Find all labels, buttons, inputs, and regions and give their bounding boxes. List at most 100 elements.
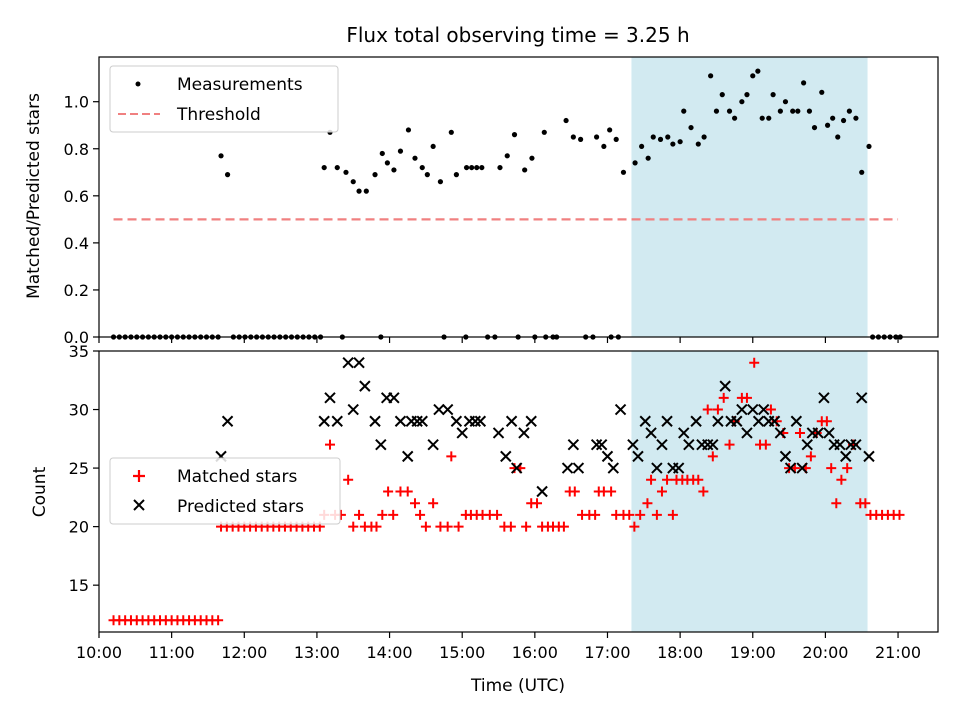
predicted-star-point (416, 415, 428, 427)
measurement-point (334, 164, 340, 171)
measurement-point (578, 136, 584, 142)
measurement-point (448, 129, 454, 135)
predicted-star-point (505, 415, 518, 427)
measurement-point (840, 117, 847, 124)
measurement-point (350, 179, 356, 185)
measurement-point (770, 92, 776, 98)
top-y-axis-label: Matched/Predicted stars (24, 93, 44, 299)
measurement-point (224, 172, 231, 178)
predicted-star-point (683, 438, 695, 451)
matched-star-point (656, 486, 667, 497)
matched-star-point (377, 509, 388, 520)
measurement-point (593, 134, 600, 140)
predicted-star-point (394, 415, 407, 427)
matched-star-point (558, 521, 569, 532)
measurement-point (218, 153, 224, 159)
y-tick-label: 35 (69, 342, 89, 361)
predicted-star-point (796, 462, 808, 474)
measurement-point (744, 92, 750, 98)
predicted-star-point (561, 462, 574, 474)
matched-star-point (724, 439, 735, 450)
predicted-star-point (331, 415, 343, 427)
legend-measurements-marker (135, 81, 141, 87)
matched-star-point (651, 509, 662, 520)
measurement-point (356, 188, 362, 194)
measurement-point (835, 134, 841, 140)
matched-star-point (894, 509, 905, 520)
predicted-star-point (752, 415, 765, 427)
measurement-point (563, 117, 569, 124)
measurement-point (708, 73, 714, 79)
measurement-point (479, 164, 485, 171)
measurement-point (372, 172, 378, 178)
legend-matched-label: Matched stars (177, 467, 297, 487)
measurement-point (511, 132, 518, 138)
bottom-axes-frame (98, 350, 939, 633)
matched-star-point (805, 451, 816, 462)
predicted-star-point (707, 438, 719, 451)
measurement-point (419, 164, 425, 171)
matched-star-point (505, 521, 516, 532)
predicted-star-point (411, 415, 423, 427)
measurement-point (677, 139, 683, 145)
measurement-point (570, 134, 576, 140)
predicted-star-point (590, 438, 603, 451)
x-tick-label: 15:00 (439, 643, 485, 662)
matched-star-point (383, 486, 394, 497)
predicted-star-point (690, 415, 702, 427)
predicted-star-point (456, 427, 468, 439)
predicted-star-point (834, 438, 846, 451)
predicted-star-point (601, 450, 614, 463)
matched-star-point (635, 509, 646, 520)
predicted-star-point (712, 415, 724, 427)
predicted-star-point (375, 438, 387, 451)
matched-star-point (324, 439, 335, 450)
matched-star-point (821, 416, 832, 427)
measurement-point (607, 127, 613, 133)
top-axes-frame (98, 56, 939, 338)
predicted-star-point (863, 450, 875, 463)
x-tick-label: 20:00 (802, 643, 848, 662)
predicted-star-point (359, 380, 371, 392)
bottom-legend-box (109, 457, 341, 525)
matched-star-point (741, 392, 752, 403)
measurement-point (650, 134, 656, 140)
top-y-ticks: 0.0 0.2 0.4 0.6 0.8 1.0 (64, 93, 99, 347)
matched-star-point (702, 404, 713, 415)
predicted-star-point (645, 427, 657, 439)
measurement-point (806, 108, 813, 114)
legend-predicted-marker (133, 499, 145, 511)
matched-star-point (646, 474, 657, 485)
matched-star-point (453, 521, 464, 532)
predicted-star-point (492, 427, 505, 439)
predicted-star-point (518, 427, 530, 439)
matched-star-point (442, 521, 453, 532)
x-tick-label: 14:00 (367, 643, 413, 662)
measurement-point (853, 115, 859, 121)
matched-star-point (532, 498, 543, 509)
matched-star-point (415, 509, 426, 520)
predicted-star-point (812, 427, 824, 439)
predicted-star-point (450, 415, 463, 427)
predicted-star-point (500, 450, 512, 463)
measurement-point (777, 108, 783, 114)
predicted-star-point (369, 415, 381, 427)
top-observing-window (631, 57, 868, 337)
predicted-star-point (388, 392, 400, 404)
predicted-star-point (614, 403, 627, 416)
bottom-y-ticks: 15 20 25 30 35 (69, 342, 99, 595)
measurement-point (504, 153, 510, 159)
predicted-star-point (639, 415, 651, 427)
predicted-star-point (702, 438, 714, 451)
y-tick-label: 0.8 (64, 140, 89, 159)
x-tick-label: 21:00 (875, 643, 921, 662)
matched-star-point (718, 392, 729, 403)
measurement-point (474, 164, 480, 171)
measurement-point (801, 80, 807, 86)
measurement-point (379, 150, 385, 157)
matched-star-point (388, 509, 399, 520)
measurement-point (713, 108, 720, 114)
y-tick-label: 25 (69, 459, 89, 478)
measurement-point (830, 115, 836, 121)
measurement-point (613, 136, 619, 142)
